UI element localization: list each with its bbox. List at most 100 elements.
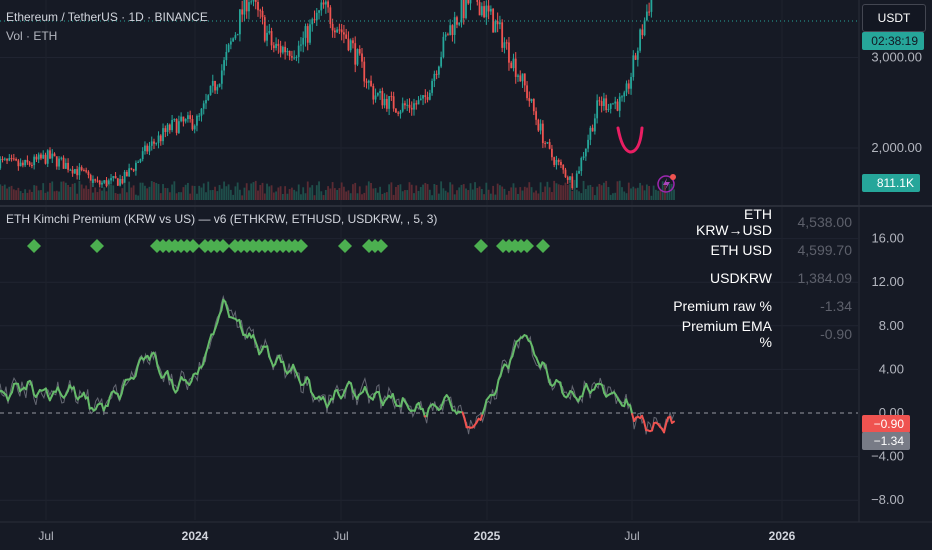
volume-bar (428, 189, 431, 200)
candle (401, 103, 404, 112)
indicator-title[interactable]: ETH Kimchi Premium (KRW vs US) — v6 (ETH… (6, 212, 438, 226)
premium-ema-segment (256, 345, 261, 356)
volume-bar (627, 182, 630, 200)
candle (327, 1, 329, 8)
volume-bar (202, 183, 205, 200)
candle (83, 170, 85, 172)
volume-bar (182, 187, 185, 200)
candle (358, 49, 361, 54)
table-value: 1,384.09 (797, 270, 853, 286)
candle (462, 0, 465, 19)
volume-bar (535, 190, 537, 200)
candle (182, 116, 185, 122)
volume-bar (309, 187, 311, 200)
volume-bar (175, 193, 178, 200)
premium-ema-segment (240, 327, 245, 336)
symbol-title[interactable]: Ethereum / TetherUS · 1D · BINANCE (6, 10, 208, 24)
candle (297, 45, 300, 57)
candle (263, 17, 266, 41)
candle (501, 22, 504, 48)
premium-ema-segment (204, 347, 209, 356)
volume-bar (248, 190, 250, 200)
volume-bar (415, 185, 418, 200)
candle (78, 167, 81, 176)
table-row: USDKRW 1,384.09 (668, 264, 852, 292)
premium-ema-segment (16, 382, 21, 393)
premium-ema-segment (449, 403, 454, 412)
lightning-icon[interactable] (657, 175, 675, 193)
volume-bar (67, 184, 69, 200)
volume-bar (96, 192, 99, 200)
price-axis-label: 3,000.00 (871, 50, 922, 65)
volume-bar (159, 193, 162, 200)
candle (266, 32, 268, 41)
candle (223, 60, 225, 71)
currency-selector[interactable]: USDT (862, 4, 926, 32)
volume-bar (15, 190, 17, 200)
candle (437, 66, 440, 75)
volume-bar (135, 194, 137, 200)
candle (220, 70, 223, 84)
candle (625, 83, 628, 93)
candle (603, 98, 605, 106)
candle (352, 40, 354, 44)
premium-ema-segment (308, 379, 313, 393)
volume-bar (266, 183, 268, 200)
premium-ema-segment (581, 388, 586, 398)
volume-bar (284, 186, 287, 200)
volume-bar (17, 187, 20, 200)
candle (12, 158, 15, 160)
volume-bar (92, 192, 94, 200)
premium-ema-segment (651, 422, 656, 432)
candle (80, 167, 83, 171)
candle (548, 142, 551, 149)
volume-bar (399, 184, 402, 200)
volume-bar (367, 181, 370, 200)
candle (600, 101, 603, 106)
candle (94, 179, 97, 181)
volume-bar (236, 182, 239, 200)
volume-bar (295, 191, 298, 200)
volume-bar (333, 188, 336, 200)
volume-bar (571, 191, 574, 200)
candle (51, 153, 54, 159)
candle (431, 80, 433, 93)
volume-bar (345, 191, 348, 200)
candle (331, 23, 334, 31)
candle (541, 123, 544, 144)
volume-bar (385, 192, 388, 200)
volume-bar (632, 186, 635, 200)
candle (139, 159, 142, 162)
volume-bar (406, 190, 409, 200)
volume-bar (523, 186, 526, 200)
volume-bar (379, 186, 381, 200)
candle (388, 96, 391, 109)
volume-bar (625, 193, 628, 200)
volume-bar (546, 181, 549, 200)
candle (397, 112, 400, 114)
volume-bar (281, 194, 284, 200)
volume-bar (616, 181, 619, 200)
volume-bar (94, 187, 97, 200)
premium-ema-segment (495, 378, 500, 391)
candle (385, 98, 388, 109)
premium-ema-segment (154, 354, 159, 368)
volume-bar (392, 194, 395, 200)
volume-title[interactable]: Vol · ETH (6, 29, 58, 43)
candle (96, 180, 99, 182)
volume-bar (501, 186, 504, 200)
volume-bar (168, 192, 171, 200)
candle (575, 173, 578, 188)
candle (130, 168, 133, 170)
candle (458, 22, 461, 25)
premium-ema-segment (559, 381, 564, 394)
candle (440, 57, 443, 67)
volume-bar (0, 184, 2, 200)
premium-diamond (294, 239, 308, 253)
volume-bar (107, 184, 110, 200)
candle (616, 101, 619, 111)
candle (329, 7, 332, 24)
premium-ema-segment (601, 384, 606, 394)
premium-ema-segment (545, 368, 550, 380)
